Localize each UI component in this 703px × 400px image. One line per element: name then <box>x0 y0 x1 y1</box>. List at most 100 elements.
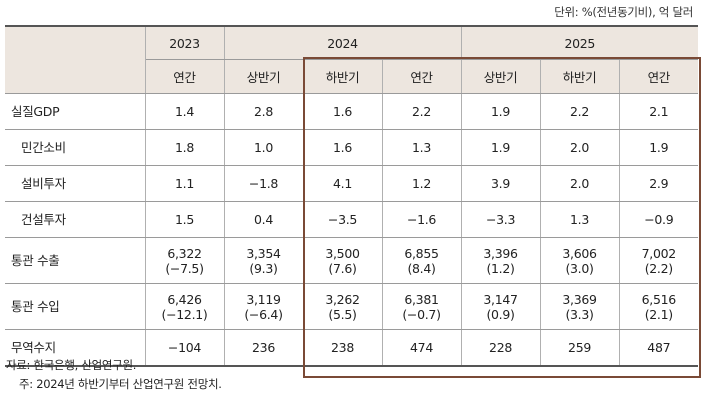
table-cell: 1.9 <box>461 93 541 130</box>
table-cell: 3,606 (3.0) <box>540 237 620 284</box>
cell-value: 6,516 <box>641 291 677 307</box>
table-cell: 3,262 (5.5) <box>303 283 383 330</box>
cell-value: 3,500 <box>325 245 360 261</box>
header-period: 연간 <box>619 59 699 94</box>
cell-value: 474 <box>410 340 433 355</box>
cell-value: 4.1 <box>333 176 352 191</box>
cell-value: 3,147 <box>483 291 518 307</box>
table-cell: 6,516 (2.1) <box>619 283 699 330</box>
cell-value: 259 <box>568 340 592 355</box>
header-corner <box>5 26 146 94</box>
table-cell: 2.9 <box>619 165 699 202</box>
cell-value: 3,606 <box>562 245 597 261</box>
cell-value: 6,426 <box>167 291 202 307</box>
table-cell: 3,369 (3.3) <box>540 283 620 330</box>
table-cell: 0.4 <box>224 201 304 238</box>
cell-value: −1.8 <box>248 176 279 191</box>
cell-value: −3.3 <box>485 212 516 227</box>
table-cell: 3,119 (−6.4) <box>224 283 304 330</box>
table-cell: 1.1 <box>145 165 225 202</box>
cell-value: −1.6 <box>406 212 437 227</box>
cell-value: −3.5 <box>327 212 358 227</box>
table-cell: 1.9 <box>619 129 699 166</box>
table-cell: 259 <box>540 329 620 367</box>
cell-value: 1.3 <box>570 212 590 227</box>
table-cell: 2.1 <box>619 93 699 130</box>
header-period: 연간 <box>145 59 225 94</box>
table-cell: −1.8 <box>224 165 304 202</box>
table-cell: 3,147 (0.9) <box>461 283 541 330</box>
table-row: 실질GDP 1.4 2.8 1.6 2.2 1.9 2.2 2.1 <box>5 93 699 130</box>
table-cell: 1.5 <box>145 201 225 238</box>
cell-growth-rate: (3.3) <box>565 306 594 322</box>
table-cell: 1.6 <box>303 129 383 166</box>
table-cell: −1.6 <box>382 201 462 238</box>
cell-growth-rate: (−6.4) <box>244 306 283 322</box>
cell-growth-rate: (2.1) <box>644 306 673 322</box>
economic-outlook-table: 2023 2024 2025 연간 상반기 하반기 연간 상반기 하반기 연간 … <box>5 25 699 367</box>
cell-growth-rate: (3.0) <box>565 260 594 276</box>
table-body: 실질GDP 1.4 2.8 1.6 2.2 1.9 2.2 2.1 민간소비 1.8 1.0 1.6 1… <box>5 93 699 367</box>
cell-growth-rate: (−12.1) <box>161 306 208 322</box>
cell-growth-rate: (−0.7) <box>402 306 441 322</box>
cell-value: 487 <box>647 340 671 355</box>
table-cell: 6,381 (−0.7) <box>382 283 462 330</box>
economic-outlook-table-wrapper: 2023 2024 2025 연간 상반기 하반기 연간 상반기 하반기 연간 … <box>5 25 701 378</box>
cell-value: 2.8 <box>254 104 273 119</box>
table-row: 설비투자 1.1 −1.8 4.1 1.2 3.9 2.0 2.9 <box>5 165 699 202</box>
cell-value: 1.9 <box>491 140 511 155</box>
table-cell: 1.2 <box>382 165 462 202</box>
cell-growth-rate: (2.2) <box>644 260 673 276</box>
table-cell: 2.2 <box>382 93 462 130</box>
row-label: 실질GDP <box>5 93 146 130</box>
table-cell: −0.9 <box>619 201 699 238</box>
cell-growth-rate: (1.2) <box>486 260 515 276</box>
row-label: 통관 수입 <box>5 283 146 330</box>
cell-value: 6,381 <box>404 291 439 307</box>
cell-value: 2.2 <box>570 104 590 119</box>
cell-value: 2.0 <box>570 176 590 191</box>
header-period: 상반기 <box>224 59 304 94</box>
table-cell: 487 <box>619 329 699 367</box>
header-year: 2025 <box>461 26 699 60</box>
row-label: 민간소비 <box>5 129 146 166</box>
table-cell: 6,426 (−12.1) <box>145 283 225 330</box>
cell-value: 1.2 <box>412 176 431 191</box>
table-row: 건설투자 1.5 0.4 −3.5 −1.6 −3.3 1.3 −0.9 <box>5 201 699 238</box>
table-row: 민간소비 1.8 1.0 1.6 1.3 1.9 2.0 1.9 <box>5 129 699 166</box>
cell-value: −0.9 <box>644 212 674 227</box>
table-cell: 2.8 <box>224 93 304 130</box>
cell-value: 1.4 <box>175 104 194 119</box>
cell-value: 3,262 <box>325 291 360 307</box>
table-cell: 7,002 (2.2) <box>619 237 699 284</box>
cell-value: 3,396 <box>483 245 518 261</box>
header-row-periods: 연간 상반기 하반기 연간 상반기 하반기 연간 <box>5 59 699 94</box>
cell-value: 2.2 <box>412 104 431 119</box>
cell-value: 1.1 <box>175 176 194 191</box>
table-cell: 3.9 <box>461 165 541 202</box>
cell-value: 6,322 <box>167 245 202 261</box>
table-cell: 1.6 <box>303 93 383 130</box>
cell-value: 0.4 <box>254 212 273 227</box>
cell-growth-rate: (5.5) <box>328 306 357 322</box>
cell-value: 1.3 <box>412 140 431 155</box>
cell-value: 1.0 <box>254 140 273 155</box>
header-period: 상반기 <box>461 59 541 94</box>
table-cell: 1.3 <box>382 129 462 166</box>
table-cell: 4.1 <box>303 165 383 202</box>
header-period: 하반기 <box>540 59 620 94</box>
header-row-years: 2023 2024 2025 <box>5 26 699 94</box>
cell-value: 236 <box>252 340 275 355</box>
cell-value: 3,354 <box>246 245 281 261</box>
cell-growth-rate: (7.6) <box>328 260 357 276</box>
table-cell: 1.3 <box>540 201 620 238</box>
cell-value: 6,855 <box>404 245 439 261</box>
cell-value: 1.6 <box>333 140 352 155</box>
row-label: 무역수지 <box>5 329 146 367</box>
header-year: 2023 <box>145 26 225 60</box>
cell-value: 1.6 <box>333 104 352 119</box>
table-row: 통관 수출 6,322 (−7.5) 3,354 (9.3) 3,500 (7.6) 6,85… <box>5 237 699 284</box>
cell-growth-rate: (8.4) <box>407 260 436 276</box>
cell-value: 3,369 <box>562 291 597 307</box>
cell-value: 3,119 <box>246 291 281 307</box>
